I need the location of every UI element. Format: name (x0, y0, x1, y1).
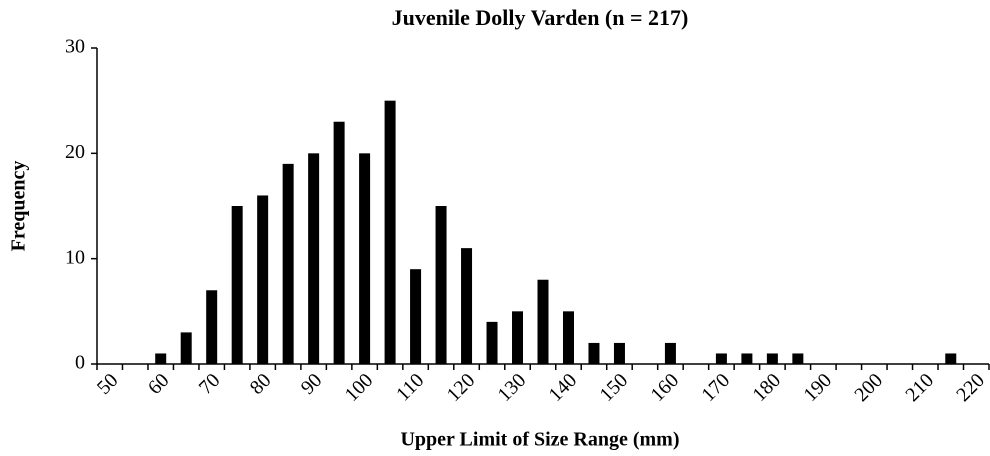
x-axis-label: Upper Limit of Size Range (mm) (400, 429, 679, 451)
chart-title: Juvenile Dolly Varden (n = 217) (392, 5, 689, 30)
bar (461, 248, 473, 364)
x-tick-label: 160 (646, 369, 683, 406)
x-tick-label: 80 (246, 369, 276, 399)
x-tick-label: 150 (595, 369, 632, 406)
bar (333, 121, 345, 364)
bar (282, 163, 294, 364)
x-tick-label: 140 (545, 369, 582, 406)
bar (308, 153, 320, 364)
x-tick-label: 90 (297, 369, 327, 399)
bar (588, 342, 600, 364)
x-tick-label: 190 (799, 369, 836, 406)
bar (766, 353, 778, 364)
y-tick-label: 20 (65, 141, 85, 163)
bar (257, 195, 269, 364)
bar (664, 342, 676, 364)
x-tick-label: 70 (195, 369, 225, 399)
x-tick-label: 220 (952, 369, 989, 406)
y-tick-label: 10 (65, 246, 85, 268)
bar (180, 332, 192, 364)
bar (410, 269, 422, 364)
bar (486, 321, 498, 364)
bar (435, 206, 447, 364)
x-tick-label: 50 (93, 369, 123, 399)
bar (792, 353, 804, 364)
x-tick-label: 120 (443, 369, 480, 406)
y-tick-label: 30 (65, 36, 85, 58)
bar (155, 353, 167, 364)
bar (562, 311, 574, 364)
x-tick-label: 100 (341, 369, 378, 406)
bar (613, 342, 625, 364)
x-tick-label: 110 (392, 369, 428, 405)
x-tick-label: 180 (748, 369, 785, 406)
y-axis-label: Frequency (8, 161, 30, 252)
bar (384, 100, 396, 365)
bar (715, 353, 727, 364)
bar (231, 206, 243, 364)
bar (537, 279, 549, 364)
x-tick-label: 210 (901, 369, 938, 406)
bar (512, 311, 524, 364)
bar (359, 153, 371, 364)
y-tick-label: 0 (75, 352, 85, 374)
x-tick-label: 170 (697, 369, 734, 406)
x-tick-label: 130 (494, 369, 531, 406)
x-tick-label: 60 (144, 369, 174, 399)
x-tick-label: 200 (850, 369, 887, 406)
bar (945, 353, 957, 364)
bar (206, 290, 218, 364)
bar (741, 353, 753, 364)
